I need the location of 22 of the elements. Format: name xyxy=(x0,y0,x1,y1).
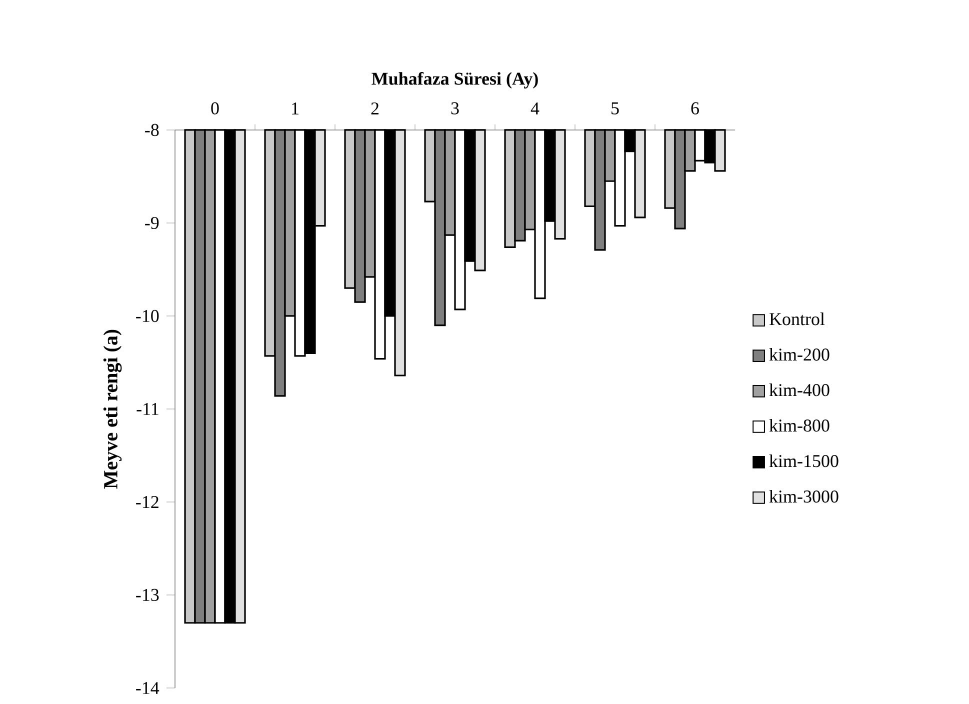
y-axis-title: Meyve eti rengi (a) xyxy=(103,330,122,489)
legend-label: Kontrol xyxy=(770,312,825,326)
y-tick-label: -12 xyxy=(136,496,158,508)
x-tick-label: 6 xyxy=(691,102,699,114)
x-tick-label: 5 xyxy=(612,102,619,114)
y-tick-label: -14 xyxy=(136,682,160,694)
x-tick-label: 3 xyxy=(451,102,459,114)
x-tick-label: 4 xyxy=(530,102,540,114)
y-tick-label: -8 xyxy=(145,124,159,136)
y-tick-label: -9 xyxy=(145,216,159,230)
legend-label: kim-3000 xyxy=(769,490,838,503)
x-tick-label: 0 xyxy=(211,102,219,114)
y-tick-label: -13 xyxy=(136,588,159,602)
x-axis-title: Muhafaza Süresi (Ay) xyxy=(372,72,538,89)
legend-label: kim-400 xyxy=(769,384,830,396)
y-tick-label: -11 xyxy=(136,403,158,415)
legend-label: kim-200 xyxy=(769,348,830,361)
x-tick-label: 2 xyxy=(371,102,378,114)
legend-label: kim-1500 xyxy=(769,454,838,468)
legend-label: kim-800 xyxy=(769,418,830,432)
x-tick-label: 1 xyxy=(292,102,298,114)
y-tick-label: -10 xyxy=(136,310,159,322)
